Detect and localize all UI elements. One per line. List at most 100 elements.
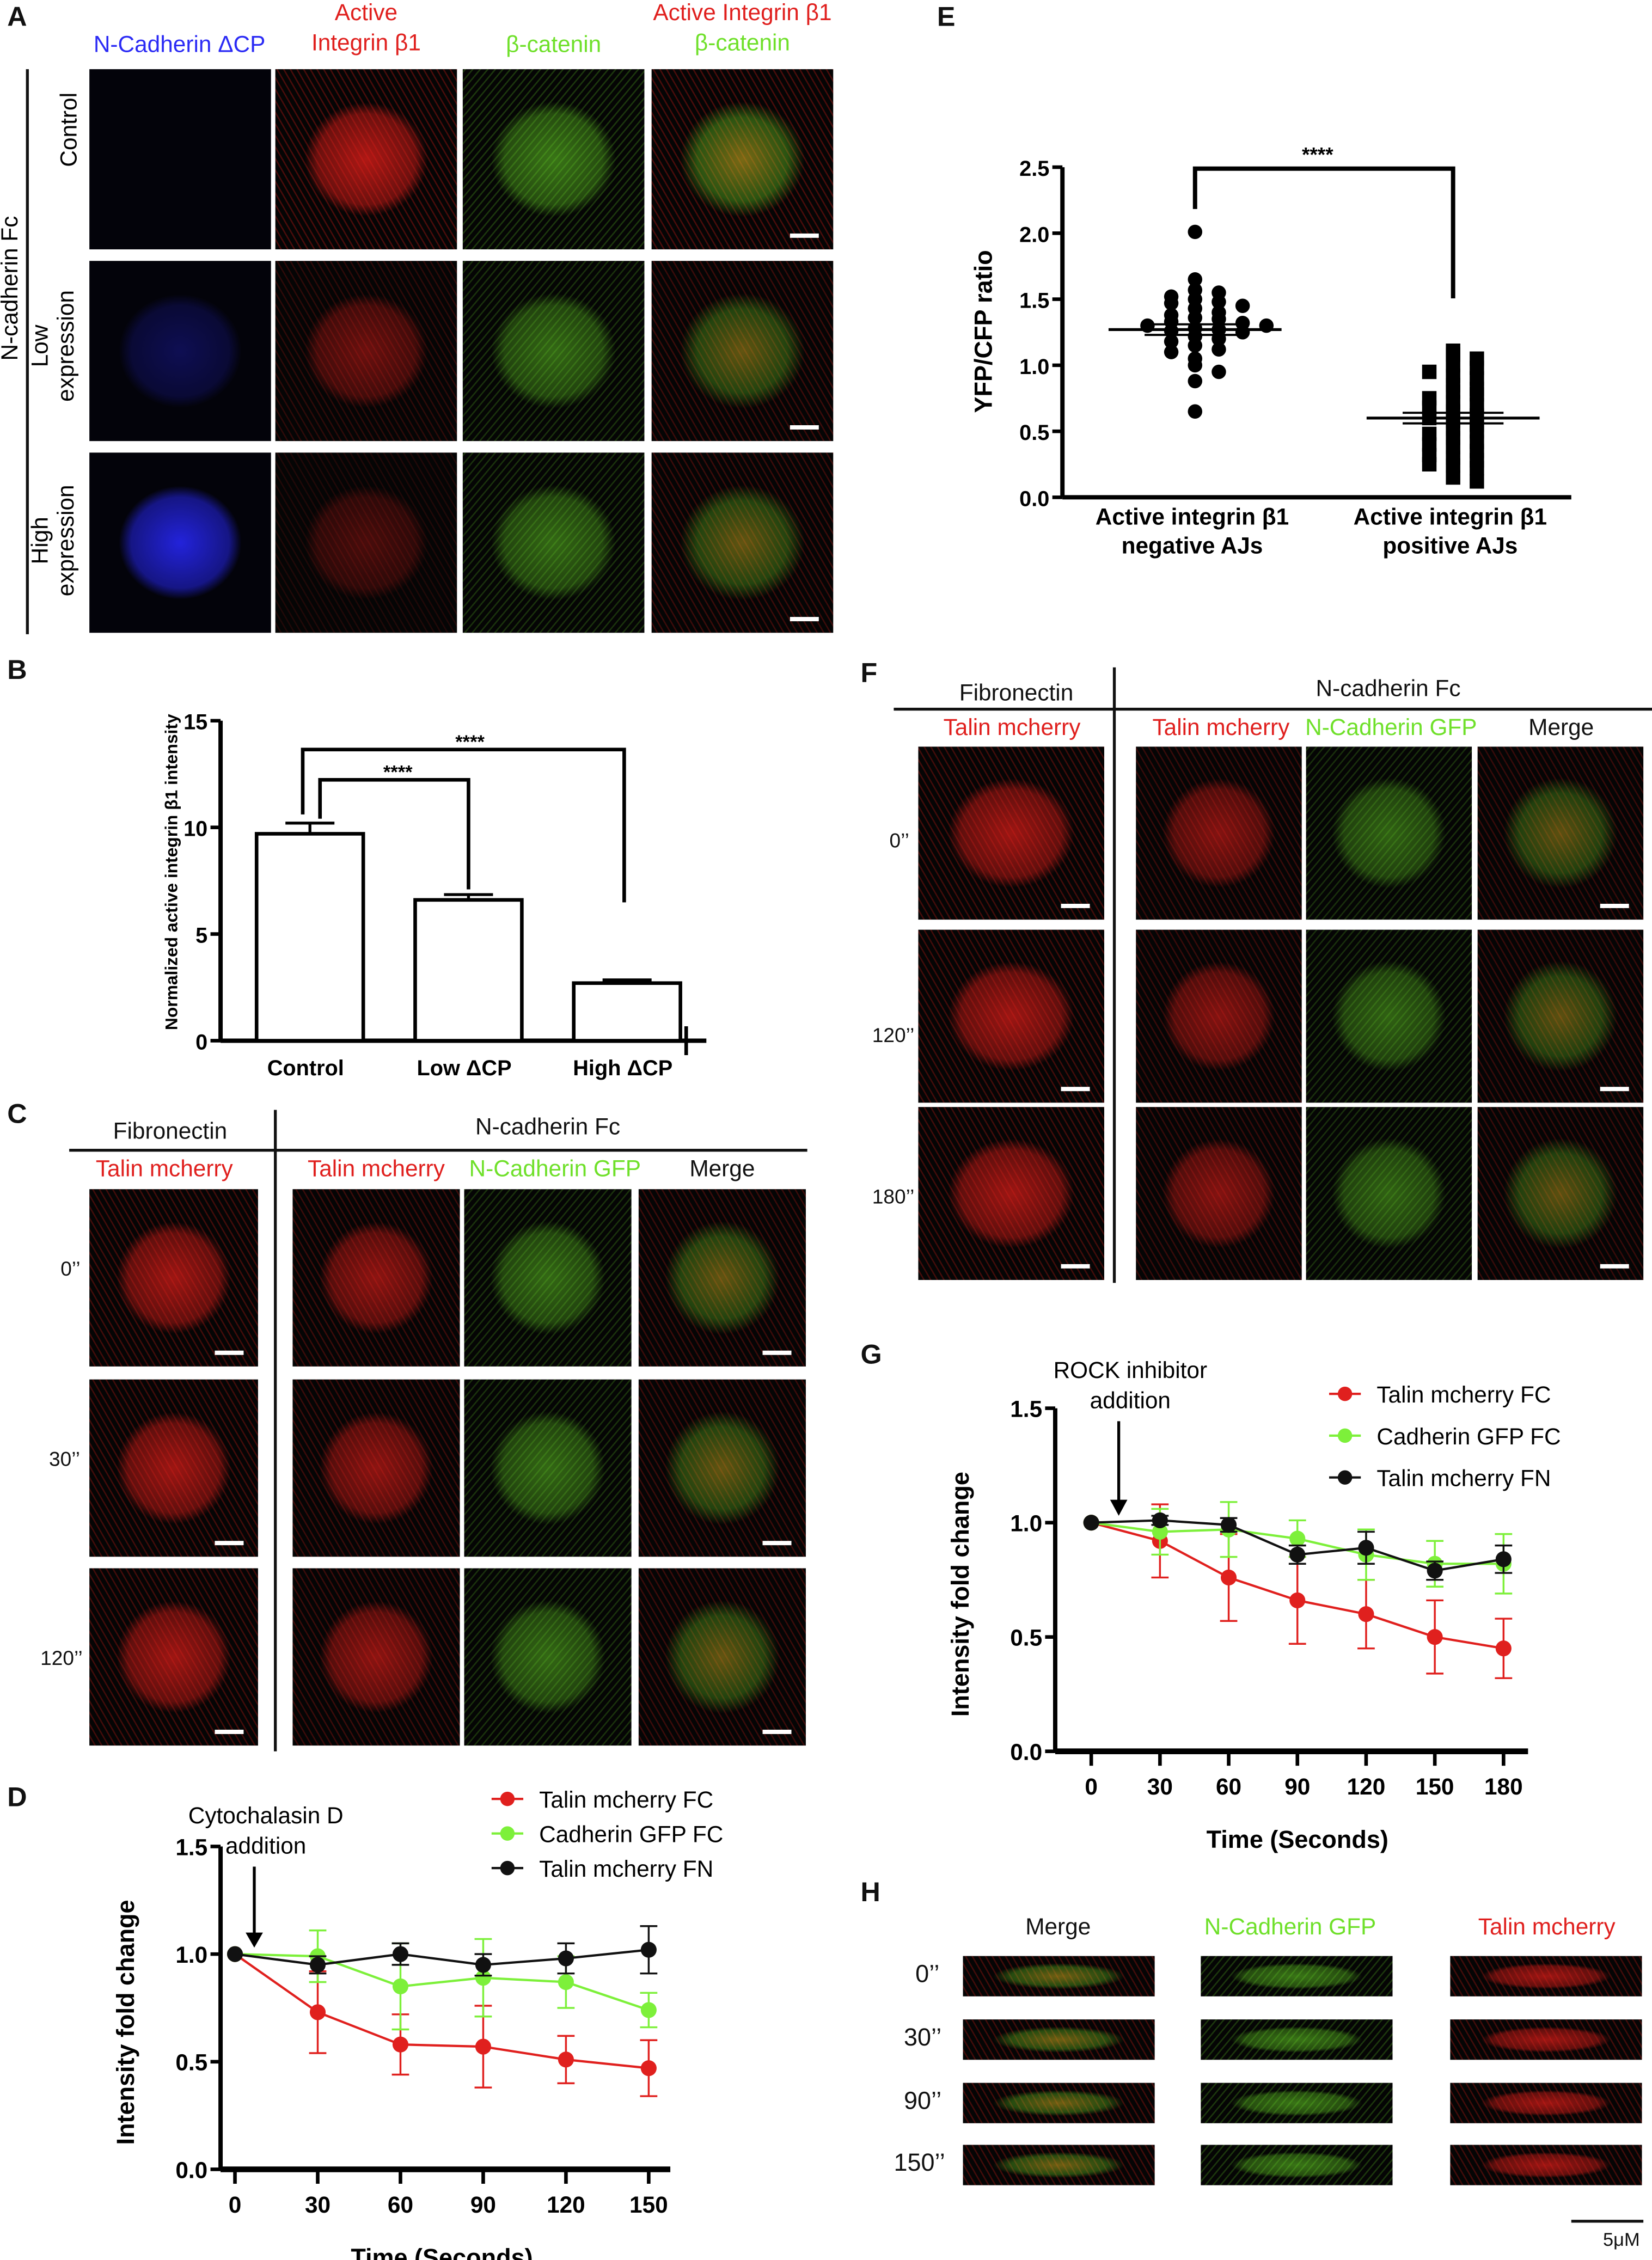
a-micrograph-r1-c3 — [462, 69, 645, 250]
a-micrograph-r3-c1 — [89, 452, 271, 633]
e-data-point — [1422, 364, 1437, 379]
e-data-point — [1188, 358, 1203, 373]
d-x-tick-label: 150 — [629, 2192, 668, 2218]
c-header-divider — [69, 1149, 807, 1152]
c-fn-header: Fibronectin — [113, 1120, 228, 1145]
g-legend-label: Cadherin GFP FC — [1376, 1424, 1561, 1449]
d-legend-label: Talin mcherry FN — [539, 1856, 713, 1882]
c-micrograph-fc-r3-c1 — [292, 1568, 460, 1746]
b-x-tick-label: Control — [267, 1056, 344, 1080]
f-micrograph-fn-r1 — [918, 746, 1104, 920]
a-micrograph-r2-c3 — [462, 261, 645, 442]
d-y-axis-label: Intensity fold change — [112, 1900, 139, 2145]
a-micrograph-r1-c2 — [275, 69, 457, 250]
scale-bar — [762, 1541, 792, 1546]
b-x-tick-label: Low ΔCP — [417, 1056, 511, 1080]
scale-bar — [762, 1730, 792, 1734]
g-data-point — [1358, 1540, 1374, 1556]
h-strip-r4-c2 — [1201, 2145, 1393, 2185]
h-strip-r2-c1 — [963, 2019, 1155, 2060]
d-data-point — [558, 2051, 574, 2068]
e-data-point — [1212, 364, 1226, 379]
c-sub-merge: Merge — [689, 1157, 755, 1182]
h-strip-r4-c1 — [963, 2145, 1155, 2185]
g-annotation-arrowhead — [1110, 1499, 1128, 1516]
e-x-tick-label: positive AJs — [1382, 533, 1518, 559]
b-bar — [572, 981, 682, 1043]
a-micrograph-r2-c4 — [651, 261, 834, 442]
h-strip-r2-c3 — [1450, 2019, 1642, 2060]
g-legend-marker — [1337, 1428, 1353, 1443]
d-data-point — [475, 1970, 492, 1986]
e-data-point — [1212, 295, 1226, 309]
c-sub-talin: Talin mcherry — [308, 1157, 445, 1182]
h-strip-r2-c2 — [1201, 2019, 1393, 2060]
f-micrograph-fc-r1-c1 — [1136, 746, 1302, 920]
d-data-point — [309, 2004, 326, 2020]
b-significance-bracket — [301, 748, 626, 903]
f-micrograph-fc-r2-c1 — [1136, 929, 1302, 1103]
g-y-tick-label: 0.0 — [1010, 1740, 1042, 1765]
a-header-integrin: Active Integrin β1 — [276, 0, 457, 60]
a-micrograph-r1-c4 — [651, 69, 834, 250]
a-header-text: Active — [334, 1, 398, 26]
d-y-tick-label: 0.5 — [175, 2050, 207, 2075]
f-micrograph-fn-r3 — [918, 1107, 1104, 1280]
f-time-0: 0’’ — [889, 829, 909, 852]
h-time-0: 0’’ — [915, 1960, 940, 1988]
d-series-line — [235, 1949, 649, 1967]
scale-bar — [762, 1350, 792, 1355]
d-data-point — [392, 1946, 409, 1962]
a-group-divider — [26, 69, 29, 634]
c-micrograph-fc-r1-c2 — [464, 1189, 632, 1367]
e-y-tick-label: 2.0 — [1019, 223, 1049, 247]
scale-bar — [215, 1541, 244, 1546]
e-y-tick-label: 1.5 — [1019, 289, 1049, 313]
c-micrograph-fn-r1 — [89, 1189, 258, 1367]
scale-bar — [1600, 1087, 1629, 1092]
f-time-120: 120’’ — [872, 1023, 915, 1047]
c-time-0: 0’’ — [60, 1257, 81, 1280]
g-data-point — [1358, 1606, 1374, 1622]
panel-label-f: F — [860, 658, 878, 689]
d-data-point — [640, 1941, 657, 1958]
panel-label-a: A — [7, 3, 27, 33]
g-data-point — [1083, 1515, 1099, 1531]
h-strip-r3-c3 — [1450, 2083, 1642, 2123]
scale-bar — [215, 1730, 244, 1734]
h-time-30: 30’’ — [903, 2024, 942, 2051]
g-data-point — [1220, 1569, 1237, 1586]
e-data-point — [1235, 298, 1250, 313]
a-header-ncad-dcp: N-Cadherin ΔCP — [75, 32, 284, 62]
scale-bar — [790, 233, 819, 238]
b-y-tick-label: 15 — [183, 711, 207, 734]
a-header-bcatenin: β-catenin — [463, 32, 645, 62]
scale-bar — [215, 1350, 244, 1355]
f-micrograph-fn-r2 — [918, 929, 1104, 1103]
g-y-axis-label: Intensity fold change — [946, 1472, 974, 1717]
d-x-tick-label: 60 — [388, 2192, 413, 2218]
e-significance-label: **** — [1302, 143, 1333, 166]
e-y-axis-label: YFP/CFP ratio — [969, 250, 997, 413]
e-data-point — [1188, 373, 1203, 389]
f-micrograph-fc-r1-c3 — [1477, 746, 1644, 920]
d-series-line — [234, 1953, 649, 2069]
c-sub-cad: N-Cadherin GFP — [469, 1157, 641, 1182]
d-data-point — [640, 2060, 657, 2077]
d-annotation: Cytochalasin D — [188, 1803, 344, 1828]
scale-bar — [1061, 903, 1090, 908]
d-x-tick-label: 30 — [305, 2192, 331, 2218]
g-y-tick-label: 1.5 — [1010, 1396, 1042, 1422]
a-micrograph-r2-c2 — [275, 261, 457, 442]
e-y-tick-label: 0.0 — [1019, 487, 1049, 511]
e-data-point — [1188, 338, 1203, 353]
c-micrograph-fc-r2-c1 — [292, 1379, 460, 1557]
d-data-point — [309, 1957, 326, 1973]
a-micrograph-r1-c1 — [89, 69, 271, 250]
d-y-tick-label: 1.5 — [175, 1834, 207, 1860]
g-data-point — [1427, 1563, 1443, 1579]
scale-bar — [1061, 1264, 1090, 1269]
d-x-axis-label: Time (Seconds) — [351, 2244, 533, 2260]
g-annotation: ROCK inhibitor — [1054, 1357, 1208, 1383]
h-strip-r4-c3 — [1450, 2145, 1642, 2185]
